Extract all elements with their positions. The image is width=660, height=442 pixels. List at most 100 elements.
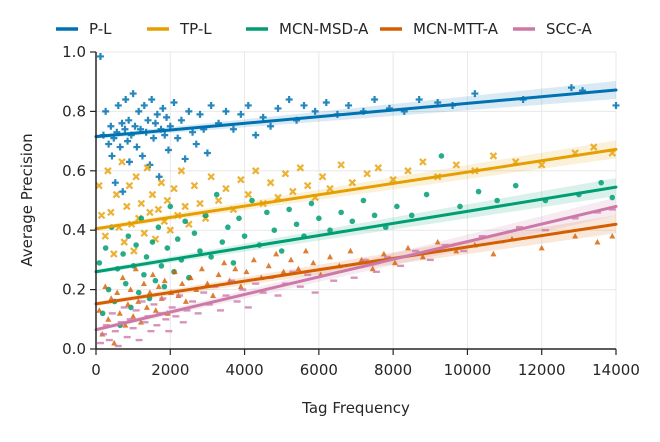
tp-l-point-8 <box>118 158 126 166</box>
p-l-point-68 <box>371 96 379 104</box>
mcn-msd-a-point-39 <box>236 215 242 222</box>
tp-l-point-48 <box>303 181 312 190</box>
mcn-mtt-a-point-17 <box>143 304 150 310</box>
mcn-msd-a-point-47 <box>293 221 300 228</box>
mcn-msd-a-point-49 <box>308 200 315 207</box>
mcn-msd-a-point-58 <box>408 212 415 219</box>
x-axis-title: Tag Frequency <box>301 399 410 417</box>
mcn-msd-a-point-22 <box>158 263 165 269</box>
tp-l-point-1 <box>97 211 106 220</box>
mcn-mtt-a-point-10 <box>124 301 131 307</box>
mcn-mtt-a-point-35 <box>215 271 222 278</box>
mcn-msd-a-point-46 <box>286 206 292 213</box>
mcn-mtt-a-point-57 <box>392 259 398 266</box>
tp-l-point-41 <box>251 167 260 175</box>
p-l-point-52 <box>222 107 230 115</box>
tp-l-trend-line <box>94 147 618 231</box>
mcn-msd-a-point-27 <box>174 236 181 242</box>
tp-l-point-60 <box>452 161 461 169</box>
tp-l-point-62 <box>489 152 498 160</box>
mcn-msd-a-point-62 <box>475 188 482 195</box>
y-tick-label-4: 0.8 <box>62 102 86 120</box>
x-tick-label-2: 4000 <box>225 361 263 379</box>
mcn-msd-a-point-19 <box>149 239 156 245</box>
tp-l-point-43 <box>266 178 275 187</box>
p-l-point-59 <box>274 104 282 112</box>
tp-l-point-46 <box>289 187 297 196</box>
mcn-mtt-a-point-2 <box>102 283 109 290</box>
mcn-mtt-a-point-3 <box>105 316 112 322</box>
mcn-msd-a-point-40 <box>241 233 248 239</box>
mcn-msd-a-point-2 <box>102 245 109 251</box>
tp-l-point-13 <box>130 247 138 255</box>
mcn-msd-a-point-0 <box>96 260 103 266</box>
mcn-msd-a-point-16 <box>141 271 147 278</box>
p-l-point-74 <box>471 90 479 98</box>
p-l-point-20 <box>131 122 139 130</box>
tp-l-point-16 <box>137 199 146 208</box>
tick-labels: 0 2000 4000 6000 8000 10000 12000 14000 0.0 0.2 0.… <box>62 43 640 379</box>
p-l-point-44 <box>185 107 193 115</box>
tp-l-point-66 <box>589 143 598 151</box>
mcn-msd-a-point-15 <box>138 215 145 222</box>
mcn-msd-a-trend-line <box>94 185 618 274</box>
confidence-bands <box>96 81 616 332</box>
mcn-msd-a-point-24 <box>164 245 171 251</box>
mcn-msd-a-point-61 <box>457 203 463 210</box>
legend: P-L TP-L MCN-MSD-A MCN-MTT-A SCC-A <box>56 20 593 38</box>
mcn-mtt-a-point-28 <box>179 280 186 287</box>
p-l-point-37 <box>163 113 171 121</box>
mcn-mtt-a-point-44 <box>273 250 280 257</box>
mcn-mtt-a-point-6 <box>114 289 121 295</box>
mcn-msd-a-point-53 <box>349 218 356 225</box>
x-tick-label-5: 10000 <box>444 361 492 379</box>
y-tick-label-2: 0.4 <box>62 221 86 239</box>
mcn-msd-a-point-9 <box>122 280 129 287</box>
mcn-mtt-a-point-65 <box>538 244 545 251</box>
x-tick-label-7: 14000 <box>592 361 640 379</box>
tp-l-point-11 <box>125 181 134 190</box>
p-l-trend-line <box>94 88 618 139</box>
p-l-point-58 <box>267 122 275 130</box>
mcn-mtt-a-point-40 <box>243 268 250 275</box>
tp-l-point-29 <box>177 167 186 175</box>
p-l-point-36 <box>161 131 169 139</box>
p-l-point-66 <box>345 101 353 109</box>
p-l-point-31 <box>151 119 159 127</box>
mcn-mtt-a-point-4 <box>108 295 115 301</box>
tp-l-point-36 <box>214 196 223 205</box>
p-l-point-22 <box>135 107 143 115</box>
tp-l-point-39 <box>237 175 245 184</box>
mcn-mtt-a-point-16 <box>140 280 147 287</box>
mcn-msd-a-point-36 <box>219 239 226 245</box>
mcn-mtt-a-point-23 <box>161 277 168 284</box>
mcn-mtt-a-point-32 <box>198 265 205 272</box>
p-l-point-71 <box>415 96 423 104</box>
mcn-mtt-a-point-49 <box>310 259 317 266</box>
p-l-point-5 <box>108 152 116 160</box>
mcn-mtt-a-point-12 <box>130 313 137 319</box>
p-l-point-76 <box>567 84 575 92</box>
mcn-mtt-a-point-33 <box>204 280 211 287</box>
tp-l-point-19 <box>146 208 154 217</box>
mcn-mtt-a-point-8 <box>119 274 126 281</box>
p-l-point-45 <box>189 128 197 136</box>
mcn-mtt-a-point-29 <box>182 298 189 304</box>
mcn-msd-a-point-67 <box>598 179 604 186</box>
mcn-mtt-a-point-51 <box>327 253 333 260</box>
mcn-msd-a-point-38 <box>230 260 237 266</box>
tp-l-point-52 <box>337 161 345 169</box>
p-l-point-57 <box>259 113 267 121</box>
mcn-msd-a-point-43 <box>264 209 270 216</box>
p-l-point-49 <box>203 149 211 157</box>
tp-l-point-3 <box>104 167 112 175</box>
mcn-mtt-a-point-67 <box>594 238 601 245</box>
legend-item-p-l: P-L <box>56 20 112 38</box>
legend-label-mcn-msd-a: MCN-MSD-A <box>279 20 369 38</box>
p-l-point-43 <box>181 155 189 163</box>
y-axis-title: Average Precision <box>18 133 36 266</box>
mcn-msd-a-point-68 <box>609 194 616 201</box>
p-l-point-19 <box>129 90 137 98</box>
mcn-msd-a-point-20 <box>152 277 159 284</box>
